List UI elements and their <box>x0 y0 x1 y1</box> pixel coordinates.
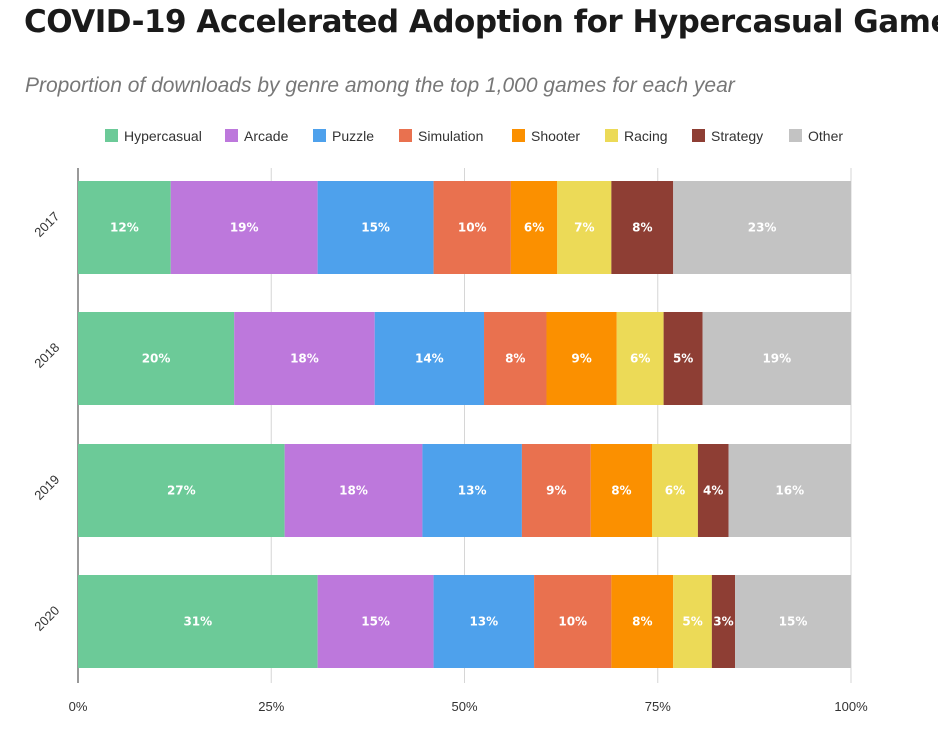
data-label: 13% <box>469 615 498 629</box>
x-tick-label: 100% <box>834 699 868 714</box>
legend-label-strategy: Strategy <box>711 128 763 144</box>
legend-swatch-strategy <box>692 129 705 142</box>
x-tick-label: 75% <box>645 699 671 714</box>
data-label: 8% <box>632 615 652 629</box>
bar-segment-strategy <box>611 181 674 274</box>
bar-segment-simulation <box>521 444 591 537</box>
bar-segment-racing <box>616 312 664 405</box>
x-tick-label: 0% <box>69 699 88 714</box>
data-label: 19% <box>762 352 791 366</box>
data-label: 5% <box>682 615 702 629</box>
bar-segment-puzzle <box>317 181 434 274</box>
legend-swatch-hypercasual <box>105 129 118 142</box>
data-label: 9% <box>546 484 566 498</box>
bar-segment-hypercasual <box>78 575 318 668</box>
data-label: 14% <box>415 352 444 366</box>
data-label: 15% <box>779 615 808 629</box>
data-label: 8% <box>632 221 652 235</box>
data-label: 10% <box>458 221 487 235</box>
legend-swatch-puzzle <box>313 129 326 142</box>
category-label-2018: 2018 <box>31 340 62 371</box>
category-label-2017: 2017 <box>31 209 62 240</box>
data-label: 9% <box>571 352 591 366</box>
bar-segment-shooter <box>510 181 558 274</box>
legend-swatch-other <box>789 129 802 142</box>
bar-segment-puzzle <box>433 575 535 668</box>
bar-segment-racing <box>557 181 612 274</box>
data-label: 3% <box>713 615 733 629</box>
data-label: 12% <box>110 221 139 235</box>
legend-label-racing: Racing <box>624 128 668 144</box>
bar-segment-hypercasual <box>78 312 235 405</box>
bar-segment-strategy <box>697 444 729 537</box>
bar-segment-simulation <box>433 181 511 274</box>
bar-segment-other <box>728 444 851 537</box>
bar-segment-racing <box>652 444 698 537</box>
legend-label-shooter: Shooter <box>531 128 580 144</box>
data-label: 15% <box>361 615 390 629</box>
data-label: 16% <box>775 484 804 498</box>
data-label: 15% <box>361 221 390 235</box>
bar-segment-shooter <box>590 444 653 537</box>
data-label: 10% <box>558 615 587 629</box>
bar-segment-other <box>673 181 851 274</box>
legend-swatch-racing <box>605 129 618 142</box>
legend-label-hypercasual: Hypercasual <box>124 128 202 144</box>
category-label-2020: 2020 <box>31 603 62 634</box>
bar-segment-puzzle <box>422 444 522 537</box>
category-label-2019: 2019 <box>31 472 62 503</box>
x-tick-label: 50% <box>451 699 477 714</box>
data-label: 4% <box>703 484 723 498</box>
data-label: 6% <box>524 221 544 235</box>
x-tick-label: 25% <box>258 699 284 714</box>
data-label: 23% <box>748 221 777 235</box>
bar-segment-simulation <box>534 575 612 668</box>
bar-segment-shooter <box>611 575 674 668</box>
data-label: 19% <box>230 221 259 235</box>
chart-title: COVID-19 Accelerated Adoption for Hyperc… <box>24 4 938 40</box>
data-label: 6% <box>630 352 650 366</box>
bar-segment-hypercasual <box>78 444 285 537</box>
data-label: 20% <box>142 352 171 366</box>
data-label: 13% <box>458 484 487 498</box>
bar-segment-hypercasual <box>78 181 171 274</box>
bar-segment-strategy <box>663 312 703 405</box>
bar-segment-strategy <box>711 575 736 668</box>
bar-segment-shooter <box>546 312 617 405</box>
data-label: 6% <box>665 484 685 498</box>
data-label: 8% <box>611 484 631 498</box>
data-label: 18% <box>339 484 368 498</box>
chart-subtitle: Proportion of downloads by genre among t… <box>25 74 735 97</box>
bar-segment-arcade <box>284 444 423 537</box>
legend-label-puzzle: Puzzle <box>332 128 374 144</box>
bar-segment-racing <box>673 575 712 668</box>
data-label: 7% <box>574 221 594 235</box>
bar-segment-arcade <box>317 575 434 668</box>
bar-segment-other <box>702 312 851 405</box>
legend-swatch-simulation <box>399 129 412 142</box>
data-label: 5% <box>673 352 693 366</box>
data-label: 18% <box>290 352 319 366</box>
bar-segment-other <box>735 575 851 668</box>
bar-segment-simulation <box>484 312 547 405</box>
legend-label-other: Other <box>808 128 843 144</box>
data-label: 27% <box>167 484 196 498</box>
data-label: 8% <box>505 352 525 366</box>
legend-label-arcade: Arcade <box>244 128 289 144</box>
legend-label-simulation: Simulation <box>418 128 483 144</box>
legend-swatch-shooter <box>512 129 525 142</box>
bar-segment-puzzle <box>374 312 485 405</box>
legend-swatch-arcade <box>225 129 238 142</box>
data-label: 31% <box>183 615 212 629</box>
bar-segment-arcade <box>234 312 375 405</box>
bar-segment-arcade <box>170 181 318 274</box>
